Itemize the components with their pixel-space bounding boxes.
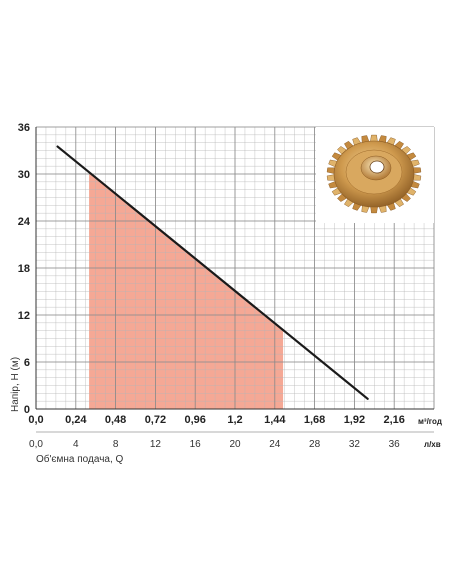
x-unit-bottom: л/хв [424, 440, 441, 449]
x-tick-label-lmin: 28 [309, 439, 321, 450]
y-tick-label: 36 [18, 122, 30, 134]
pump-curve-line [56, 145, 369, 400]
x-tick-label-lmin: 24 [269, 439, 281, 450]
x-tick-label-lmin: 12 [150, 439, 162, 450]
x-tick-label-lmin: 8 [113, 439, 119, 450]
x-tick-label-m3h: 1,44 [264, 414, 286, 426]
x-tick-label-m3h: 1,2 [227, 414, 242, 426]
impeller-image [316, 127, 434, 223]
x-tick-label-lmin: 0,0 [29, 439, 43, 450]
axes [35, 127, 434, 433]
y-tick-label: 6 [24, 357, 30, 369]
x-axis-label: Об'ємна подача, Q [36, 453, 124, 465]
x-tick-label-m3h: 0,24 [65, 414, 87, 426]
x-tick-label-m3h: 0,96 [184, 414, 205, 426]
x-tick-label-m3h: 1,92 [344, 414, 365, 426]
x-tick-label-m3h: 2,16 [383, 414, 404, 426]
operating-range-fill [89, 172, 284, 409]
y-tick-label: 30 [18, 169, 30, 181]
x-tick-label-m3h: 0,48 [105, 414, 126, 426]
x-tick-label-m3h: 0,72 [145, 414, 166, 426]
y-tick-label: 12 [18, 310, 30, 322]
y-tick-label: 0 [24, 404, 30, 416]
y-axis-label: Напір, H (м) [10, 357, 21, 412]
x-tick-label-lmin: 4 [73, 439, 79, 450]
x-tick-label-m3h: 0,0 [28, 414, 43, 426]
y-tick-label: 18 [18, 263, 30, 275]
x-tick-label-lmin: 36 [389, 439, 401, 450]
x-unit-top: м³/год [418, 417, 442, 426]
x-tick-label-m3h: 1,68 [304, 414, 325, 426]
series-layer [56, 145, 369, 400]
operating-range-area [89, 172, 284, 409]
x-tick-label-lmin: 16 [190, 439, 202, 450]
tick-labels: 0 6 12 18 24 30 36 0,0 0,24 0,48 0,72 0,96 1,2 1,44 1,… [18, 122, 405, 450]
y-tick-label: 24 [18, 216, 31, 228]
x-tick-label-lmin: 32 [349, 439, 361, 450]
x-tick-label-lmin: 20 [229, 439, 241, 450]
